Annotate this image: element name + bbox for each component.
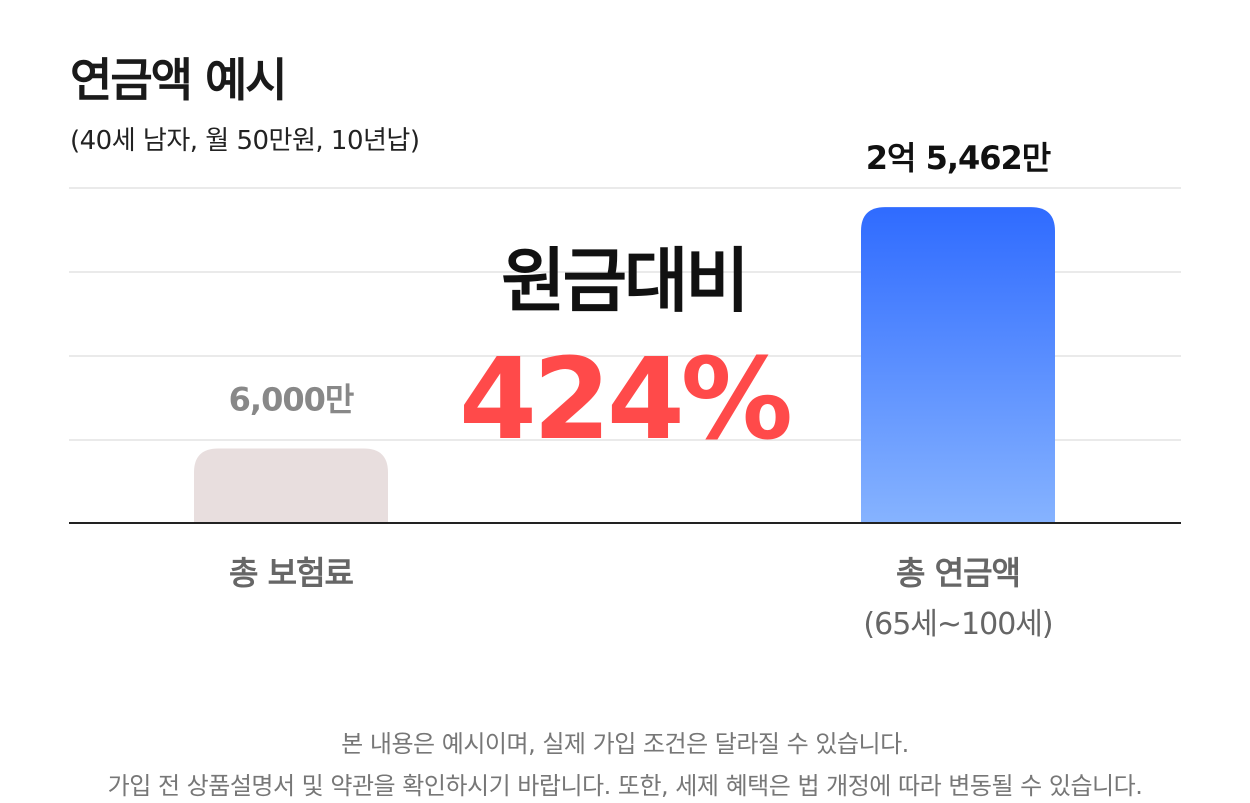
bar-1 bbox=[194, 448, 388, 523]
data-label: 6,000만 bbox=[229, 381, 354, 419]
data-label: 2억 5,462만 bbox=[866, 139, 1051, 177]
chart-subtitle: (40세 남자, 월 50만원, 10년납) bbox=[70, 126, 420, 156]
category-label: 총 연금액 bbox=[896, 554, 1020, 592]
footnote-disclaimer: 본 내용은 예시이며, 실제 가입 조건은 달라질 수 있습니다. bbox=[341, 730, 909, 758]
bars bbox=[194, 207, 1055, 524]
category-label: 총 보험료 bbox=[229, 554, 353, 592]
bar-2 bbox=[861, 207, 1055, 524]
callout-label: 원금대비 bbox=[501, 240, 747, 322]
category-sublabel: (65세~100세) bbox=[863, 607, 1052, 642]
footnote-terms: 가입 전 상품설명서 및 약관을 확인하시기 바랍니다. 또한, 세제 혜택은 … bbox=[107, 772, 1143, 800]
callout-percentage: 424% bbox=[459, 335, 790, 465]
chart-title: 연금액 예시 bbox=[70, 53, 288, 107]
